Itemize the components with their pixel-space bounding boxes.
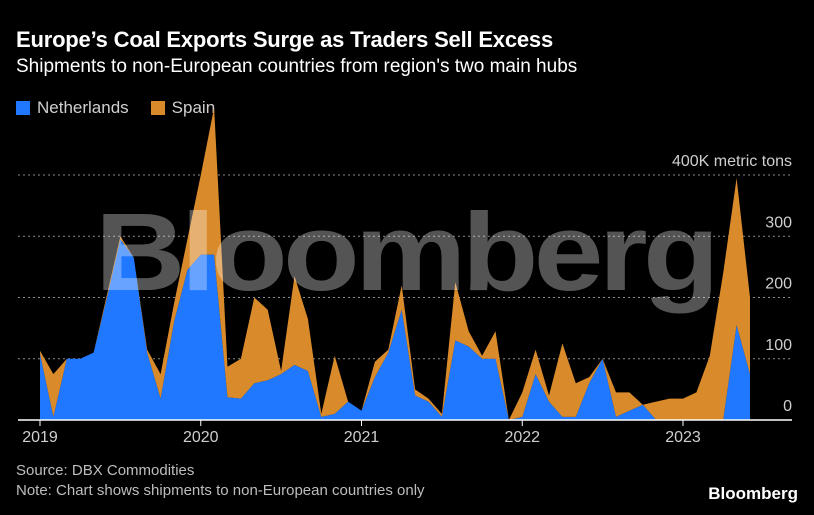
x-tick-label-2020: 2020 (183, 429, 219, 446)
y-tick-label-400: 400K metric tons (672, 153, 792, 170)
x-tick-label-2021: 2021 (344, 429, 380, 446)
chart-legend: Netherlands Spain (16, 97, 237, 119)
source-note: Source: DBX Commodities (16, 462, 195, 479)
legend-swatch-netherlands (16, 101, 30, 115)
watermark-logo: Bloomberg (95, 191, 715, 314)
y-tick-label-0: 0 (783, 398, 792, 415)
y-tick-label-100: 100 (765, 337, 792, 354)
chart-title: Europe’s Coal Exports Surge as Traders S… (16, 27, 553, 52)
chart-footer: Source: DBX Commodities Note: Chart show… (16, 461, 425, 501)
y-tick-label-300: 300 (765, 214, 792, 231)
x-tick-label-2023: 2023 (665, 429, 701, 446)
chart-note: Note: Chart shows shipments to non-Europ… (16, 482, 425, 499)
area-spain (40, 107, 750, 420)
legend-swatch-spain (150, 101, 165, 115)
area-netherlands (40, 239, 750, 420)
chart-subtitle: Shipments to non-European countries from… (16, 56, 578, 77)
x-tick-label-2022: 2022 (504, 429, 540, 446)
series-areas (40, 107, 750, 420)
legend-item-netherlands: Netherlands (16, 98, 129, 118)
y-axis-ticks: 0 100 200 300 400K metric tons (672, 153, 792, 415)
legend-item-spain: Spain (150, 98, 216, 118)
y-tick-label-200: 200 (765, 276, 792, 293)
x-tick-label-2019: 2019 (22, 429, 58, 446)
legend-label-netherlands: Netherlands (37, 98, 129, 117)
bloomberg-logo: Bloomberg (708, 484, 798, 503)
legend-label-spain: Spain (171, 98, 216, 117)
x-axis: 2019 2020 2021 2022 2023 (18, 419, 792, 446)
